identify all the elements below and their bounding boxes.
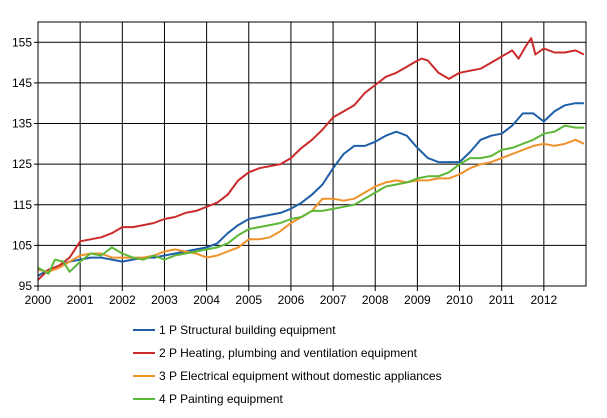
x-axis-ticks: 2000 2001 2002 2003 2004 2005 2006 2007 2008 2009…: [25, 286, 558, 307]
x-tick-label: 2007: [320, 293, 347, 307]
x-tick-label: 2004: [193, 293, 220, 307]
series-line-1: [37, 102, 584, 277]
grid-lines: [37, 22, 586, 287]
y-tick-label: 125: [12, 157, 32, 171]
x-tick-label: 2003: [151, 293, 178, 307]
x-tick-label: 2012: [530, 293, 557, 307]
x-tick-label: 2008: [362, 293, 389, 307]
y-tick-label: 155: [12, 35, 32, 49]
x-tick-label: 2005: [235, 293, 262, 307]
legend-label-3: 3 P Electrical equipment without domesti…: [159, 369, 442, 383]
y-axis-ticks: 95 105 115 125 135 145 155: [12, 35, 38, 293]
x-tick-label: 2001: [67, 293, 94, 307]
plot-frame: [37, 21, 587, 287]
x-tick-label: 2000: [25, 293, 52, 307]
legend: 1 P Structural building equipment 2 P Hea…: [133, 323, 442, 406]
y-tick-label: 115: [13, 198, 32, 212]
x-tick-label: 2011: [489, 293, 515, 307]
x-tick-label: 2010: [446, 293, 473, 307]
x-tick-label: 2006: [278, 293, 305, 307]
legend-label-4: 4 P Painting equipment: [159, 392, 284, 406]
legend-label-2: 2 P Heating, plumbing and ventilation eq…: [159, 346, 418, 360]
y-tick-label: 135: [12, 117, 32, 131]
series-line-2: [37, 37, 585, 281]
legend-label-1: 1 P Structural building equipment: [159, 323, 336, 337]
y-tick-label: 145: [12, 76, 32, 90]
x-tick-label: 2002: [109, 293, 136, 307]
y-tick-label: 105: [12, 238, 32, 252]
series-lines: [37, 37, 585, 281]
y-tick-label: 95: [19, 279, 33, 293]
series-line-4: [37, 124, 584, 275]
x-tick-label: 2009: [404, 293, 431, 307]
